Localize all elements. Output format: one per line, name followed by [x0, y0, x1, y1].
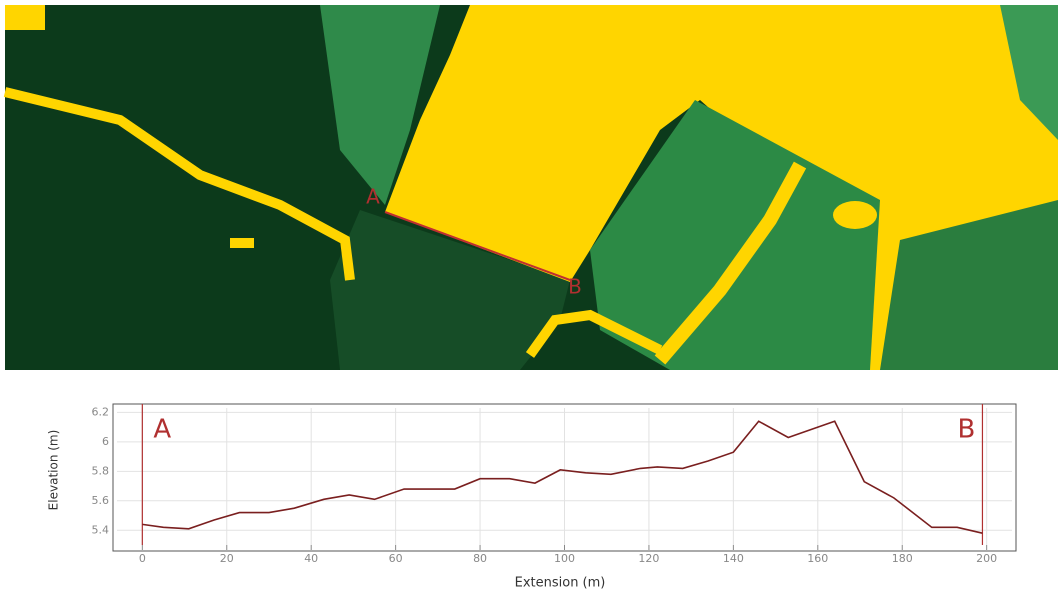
map-yellow-spot	[5, 5, 45, 30]
map-yellow-spot	[230, 238, 254, 248]
map: A B	[5, 5, 1058, 370]
x-tick-label: 180	[892, 552, 913, 565]
y-tick-label: 5.8	[92, 464, 110, 477]
x-tick-label: 140	[723, 552, 744, 565]
y-tick-label: 6	[102, 435, 109, 448]
x-tick-label: 20	[220, 552, 234, 565]
x-tick-label: 120	[638, 552, 659, 565]
map-yellow-spot	[833, 201, 877, 229]
marker-label: B	[958, 415, 976, 445]
x-tick-label: 100	[554, 552, 575, 565]
y-tick-label: 5.4	[92, 523, 110, 536]
profile-line	[142, 421, 982, 533]
x-tick-label: 80	[473, 552, 487, 565]
map-label: B	[568, 275, 582, 299]
x-axis-label: Extension (m)	[515, 576, 606, 591]
x-tick-label: 0	[139, 552, 146, 565]
map-label: A	[366, 185, 380, 209]
y-axis-label: Elevation (m)	[47, 430, 61, 511]
x-tick-label: 200	[976, 552, 997, 565]
x-tick-label: 60	[389, 552, 403, 565]
x-tick-label: 160	[807, 552, 828, 565]
marker-label: A	[153, 415, 171, 445]
page: A B Elevation (m) Extension (m) 5.4 5.6 5.…	[0, 0, 1058, 597]
figure: A B Elevation (m) Extension (m) 5.4 5.6 5.…	[0, 0, 1058, 597]
x-tick-label: 40	[304, 552, 318, 565]
y-tick-label: 5.6	[92, 494, 110, 507]
y-tick-label: 6.2	[92, 405, 110, 418]
